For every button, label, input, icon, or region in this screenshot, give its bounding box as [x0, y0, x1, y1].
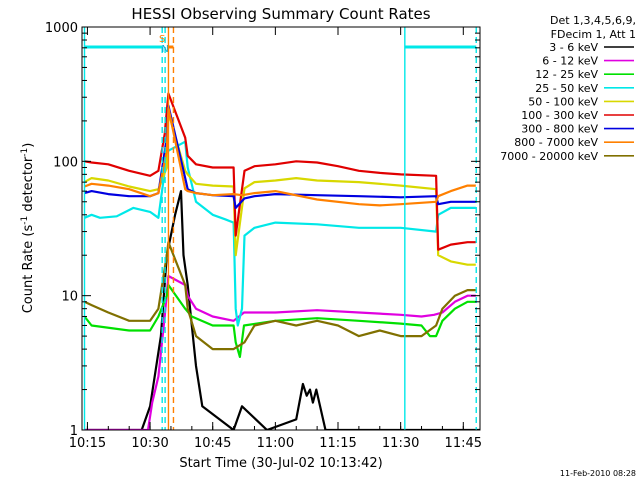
vertical-marker-label-3: N: [161, 44, 168, 55]
legend-header-line-2: FDecim 1, Att 1: [551, 28, 636, 41]
legend: Det 1,3,4,5,6,9, FDecim 1, Att 1 3 - 6 k…: [500, 14, 636, 163]
legend-label-8: 800 - 7000 keV: [514, 136, 598, 149]
y-label-part-3: ): [21, 143, 36, 148]
series-line-5: [83, 111, 476, 266]
marker-layer: SN: [83, 27, 477, 430]
axis-layer: 10:15 10:30 10:45 11:00 11:15 11:30 11:45 1 10 10…: [45, 21, 482, 451]
legend-label-3: 12 - 25 keV: [535, 68, 598, 81]
legend-label-2: 6 - 12 keV: [542, 55, 598, 68]
series-line-1: [84, 190, 480, 430]
legend-label-5: 50 - 100 keV: [528, 95, 598, 108]
footer-date: 11-Feb-2010 08:28: [560, 469, 636, 478]
x-tick-label-4: 11:00: [257, 436, 294, 451]
x-tick-label-2: 10:30: [131, 436, 168, 451]
series-layer: [83, 92, 480, 430]
legend-label-7: 300 - 800 keV: [521, 123, 598, 136]
x-tick-label-1: 10:15: [69, 436, 106, 451]
series-line-3: [83, 283, 476, 358]
y-axis-label: Count Rate (s-1 detector-1): [20, 143, 36, 314]
legend-label-6: 100 - 300 keV: [521, 109, 598, 122]
series-line-4: [84, 140, 476, 327]
y-tick-label-3: 100: [53, 155, 78, 170]
series-line-8: [84, 106, 476, 207]
series-line-2: [84, 274, 476, 430]
series-line-9: [84, 241, 476, 351]
y-label-sup-2: -1: [20, 148, 30, 157]
y-label-part-1: Count Rate (s: [21, 225, 36, 314]
y-label-part-2: detector: [21, 156, 36, 216]
chart-title: HESSI Observing Summary Count Rates: [131, 5, 430, 23]
y-tick-label-2: 10: [61, 290, 78, 305]
legend-label-4: 25 - 50 keV: [535, 82, 598, 95]
vertical-marker-label-2: S: [159, 34, 165, 45]
x-tick-label-5: 11:15: [319, 436, 356, 451]
legend-header-line-1: Det 1,3,4,5,6,9,: [550, 14, 636, 27]
x-axis-label: Start Time (30-Jul-02 10:13:42): [179, 456, 382, 471]
legend-label-1: 3 - 6 keV: [549, 41, 598, 54]
y-label-sup-1: -1: [20, 216, 30, 225]
x-tick-label-7: 11:45: [445, 436, 482, 451]
y-tick-label-4: 1000: [45, 21, 78, 36]
x-tick-label-3: 10:45: [194, 436, 231, 451]
series-line-6: [84, 92, 476, 251]
y-tick-label-1: 1: [70, 424, 78, 439]
plot-frame: [81, 26, 481, 431]
x-tick-label-6: 11:30: [382, 436, 419, 451]
legend-label-9: 7000 - 20000 keV: [500, 150, 598, 163]
